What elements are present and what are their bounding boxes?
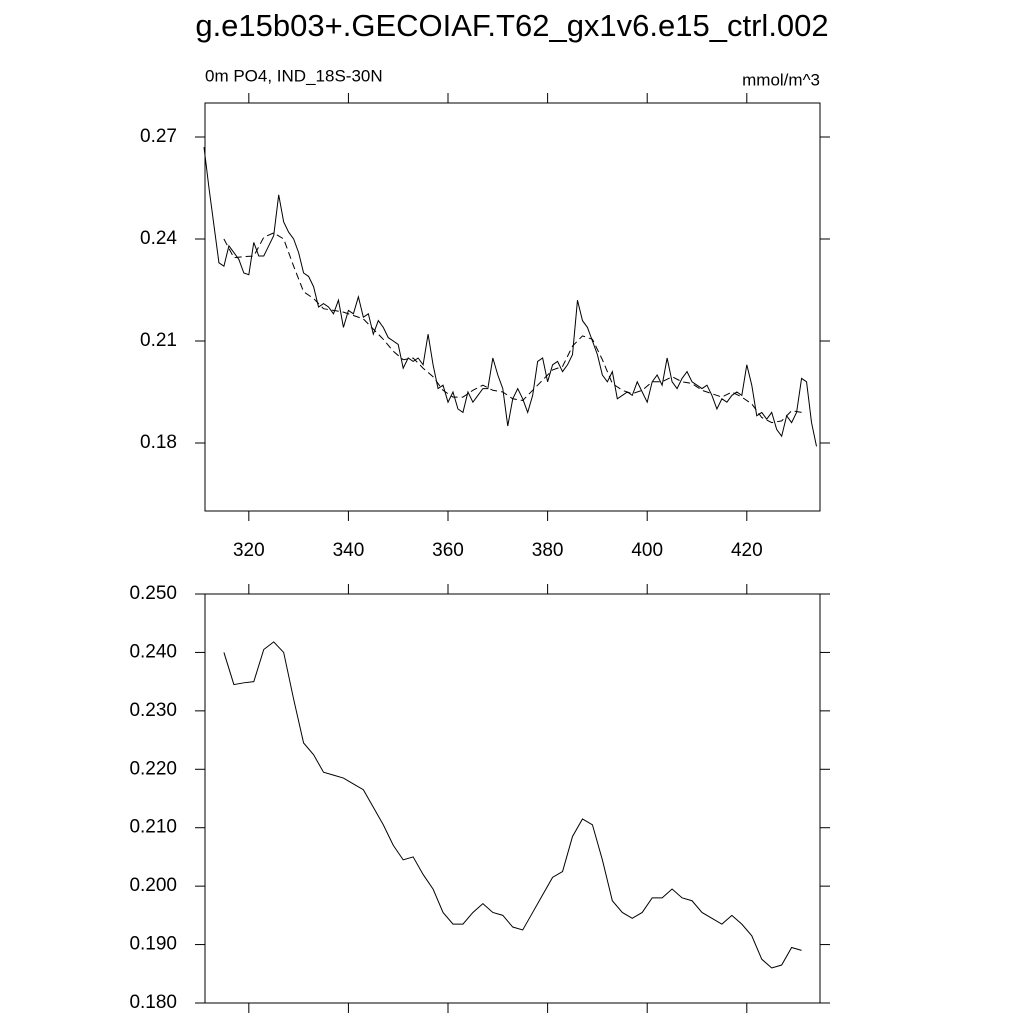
x-tick-label: 400 bbox=[631, 540, 663, 561]
subtitle: 0m PO4, IND_18S-30N bbox=[205, 66, 383, 85]
y-tick-label: 0.200 bbox=[129, 875, 177, 896]
y-tick-label: 0.180 bbox=[129, 992, 177, 1013]
series-line bbox=[223, 641, 802, 969]
y-tick-label: 0.230 bbox=[129, 700, 177, 721]
y-tick-label: 0.24 bbox=[140, 228, 177, 249]
x-tick-label: 320 bbox=[233, 540, 265, 561]
units-label: mmol/m^3 bbox=[742, 70, 820, 89]
y-tick-label: 0.18 bbox=[140, 432, 177, 453]
y-tick-label: 0.210 bbox=[129, 817, 177, 838]
y-tick-label: 0.27 bbox=[140, 126, 177, 147]
y-tick-label: 0.220 bbox=[129, 758, 177, 779]
plot-frame bbox=[204, 593, 821, 1004]
plot-frame bbox=[204, 102, 821, 512]
x-tick-label: 380 bbox=[532, 540, 564, 561]
series-line bbox=[223, 232, 802, 424]
y-tick-label: 0.240 bbox=[129, 641, 177, 662]
y-tick-label: 0.21 bbox=[140, 330, 177, 351]
y-tick-label: 0.190 bbox=[129, 934, 177, 955]
x-tick-label: 360 bbox=[432, 540, 464, 561]
series-line bbox=[203, 147, 817, 447]
x-tick-label: 340 bbox=[333, 540, 365, 561]
y-tick-label: 0.250 bbox=[129, 583, 177, 604]
x-tick-label: 420 bbox=[731, 540, 763, 561]
figure-title: g.e15b03+.GECOIAF.T62_gx1v6.e15_ctrl.002 bbox=[195, 8, 828, 43]
